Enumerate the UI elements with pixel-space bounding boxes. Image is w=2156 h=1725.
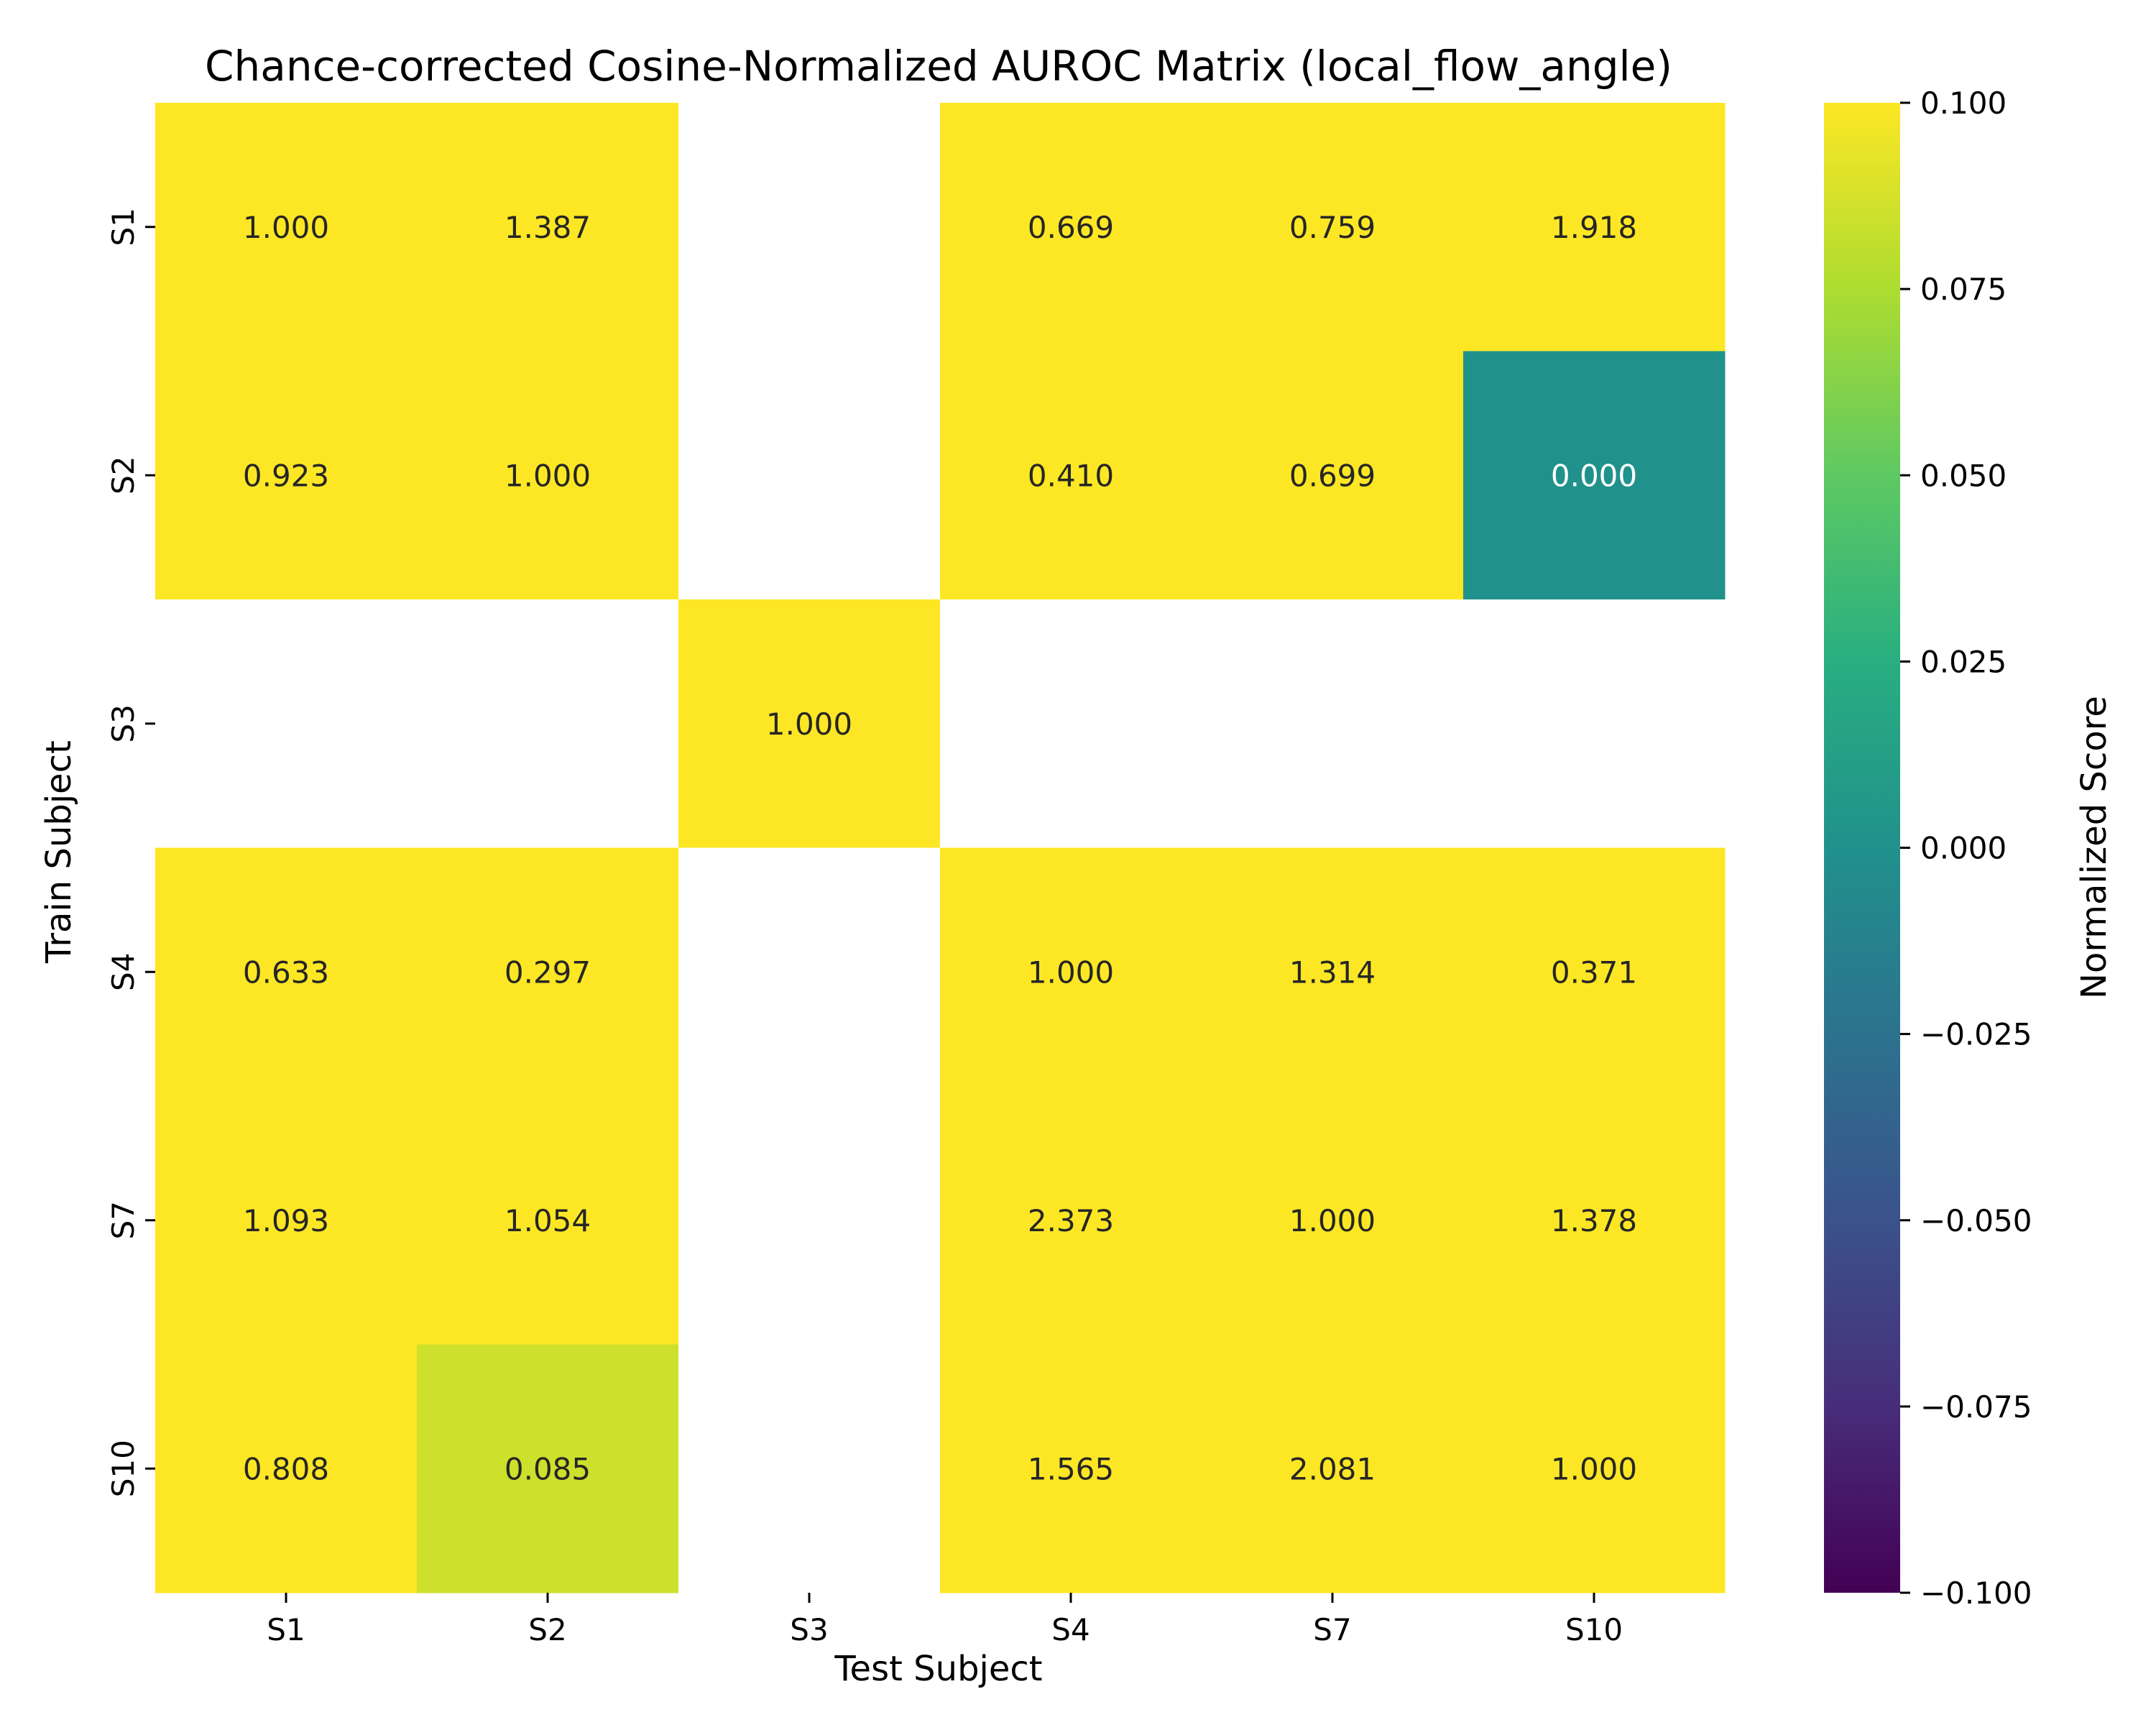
heatmap-cell [1202,847,1464,1097]
heatmap-cell-value: 0.085 [505,1451,591,1486]
heatmap-cell [155,351,418,600]
heatmap-cell-value: 0.297 [505,954,591,990]
x-tick-label: S3 [790,1612,828,1647]
heatmap-cell-value: 0.669 [1028,210,1114,245]
x-tick-label: S7 [1313,1612,1351,1647]
colorbar-tick-label: −0.025 [1920,1017,2032,1052]
colorbar-label: Normalized Score [2074,696,2114,999]
heatmap-cell-value: 0.759 [1289,210,1376,245]
heatmap-cell-empty [678,847,941,1097]
y-axis-label: Train Subject [39,740,79,964]
heatmap-cell [417,1096,679,1345]
heatmap-cell-value: 2.373 [1028,1203,1114,1238]
heatmap-cell-empty [1202,599,1464,848]
heatmap-cell-value: 0.808 [243,1451,329,1486]
heatmap-cell-value: 0.923 [243,458,329,493]
heatmap-cells [155,103,1726,1593]
x-tick-label: S1 [267,1612,305,1647]
heatmap-cell [1463,847,1726,1097]
heatmap-cell-value: 0.699 [1289,458,1376,493]
heatmap-cell-value: 0.410 [1028,458,1114,493]
heatmap-cell-empty [678,351,941,600]
heatmap-cell-value: 1.000 [1289,1203,1376,1238]
x-axis-ticks: S1 S2 S3 S4 S7 S10 [267,1593,1623,1647]
heatmap-cell [417,1344,679,1593]
colorbar-ticks: 0.100 0.075 0.050 0.025 0.000 −0.025 −0.050 −0.… [1900,86,2032,1611]
heatmap-cell-value: 1.378 [1551,1203,1637,1238]
colorbar [1824,103,1900,1593]
heatmap-cell-empty [940,599,1202,848]
heatmap-cell-empty [1463,599,1726,848]
heatmap-cell [155,1344,418,1593]
heatmap-cell-labels: 1.000 1.387 0.669 0.759 1.918 0.923 1.000 0.410… [243,210,1637,1487]
heatmap-cell-value: 1.093 [243,1203,329,1238]
heatmap-cell-value: 2.081 [1289,1451,1376,1486]
heatmap-cell-empty [678,103,941,351]
y-tick-label: S10 [106,1440,141,1497]
heatmap-cell-empty [678,1096,941,1345]
heatmap-cell-value: 1.000 [243,210,329,245]
heatmap-cell [940,847,1202,1097]
heatmap-cell [417,351,679,600]
heatmap-cell-empty [155,599,418,848]
colorbar-tick-label: 0.100 [1920,86,2007,121]
heatmap-cell [940,103,1202,351]
colorbar-tick-label: −0.075 [1920,1389,2032,1425]
heatmap-cell-value: 1.314 [1289,954,1376,990]
y-tick-label: S7 [106,1201,141,1239]
heatmap-cell-value: 1.000 [505,458,591,493]
heatmap-cell-value: 1.000 [1551,1451,1637,1486]
chart-title: Chance-corrected Cosine-Normalized AUROC… [205,42,1672,91]
heatmap-cell [1202,1344,1464,1593]
heatmap-cell-value: 0.633 [243,954,329,990]
x-axis-label: Test Subject [834,1649,1042,1689]
heatmap-cell [417,103,679,351]
y-axis-ticks: S1 S2 S3 S4 S7 S10 [106,208,155,1497]
y-tick-label: S3 [106,704,141,742]
heatmap-cell [1202,103,1464,351]
heatmap-cell-value: 1.565 [1028,1451,1114,1486]
heatmap-cell-value: 0.000 [1551,458,1637,493]
heatmap-cell [1202,351,1464,600]
y-tick-label: S4 [106,953,141,991]
heatmap-cell-empty [678,1344,941,1593]
colorbar-tick-label: 0.000 [1920,831,2007,866]
heatmap-cell-value: 1.054 [505,1203,591,1238]
heatmap-cell [155,847,418,1097]
heatmap-cell [417,847,679,1097]
x-tick-label: S4 [1051,1612,1089,1647]
y-tick-label: S1 [106,208,141,246]
heatmap-cell-value: 1.918 [1551,210,1637,245]
heatmap-cell-value: 1.000 [766,707,852,742]
heatmap-cell-value: 0.371 [1551,954,1637,990]
colorbar-tick-label: 0.075 [1920,272,2007,307]
heatmap-cell [940,1344,1202,1593]
heatmap-cell [1463,1096,1726,1345]
colorbar-tick-label: 0.025 [1920,644,2007,679]
heatmap-cell [940,1096,1202,1345]
colorbar-tick-label: −0.050 [1920,1203,2032,1238]
heatmap-cell [678,599,941,848]
x-tick-label: S10 [1565,1612,1623,1647]
heatmap-cell-value: 1.000 [1028,954,1114,990]
heatmap-cell [1463,1344,1726,1593]
heatmap-cell [1463,351,1726,600]
heatmap-cell [940,351,1202,600]
heatmap-cell [1202,1096,1464,1345]
heatmap-cell [155,103,418,351]
heatmap-cell [155,1096,418,1345]
x-tick-label: S2 [528,1612,566,1647]
colorbar-tick-label: 0.050 [1920,458,2007,493]
colorbar-tick-label: −0.100 [1920,1576,2032,1611]
heatmap-cell [1463,103,1726,351]
y-tick-label: S2 [106,456,141,494]
heatmap-cell-empty [417,599,679,848]
heatmap-cell-value: 1.387 [505,210,591,245]
